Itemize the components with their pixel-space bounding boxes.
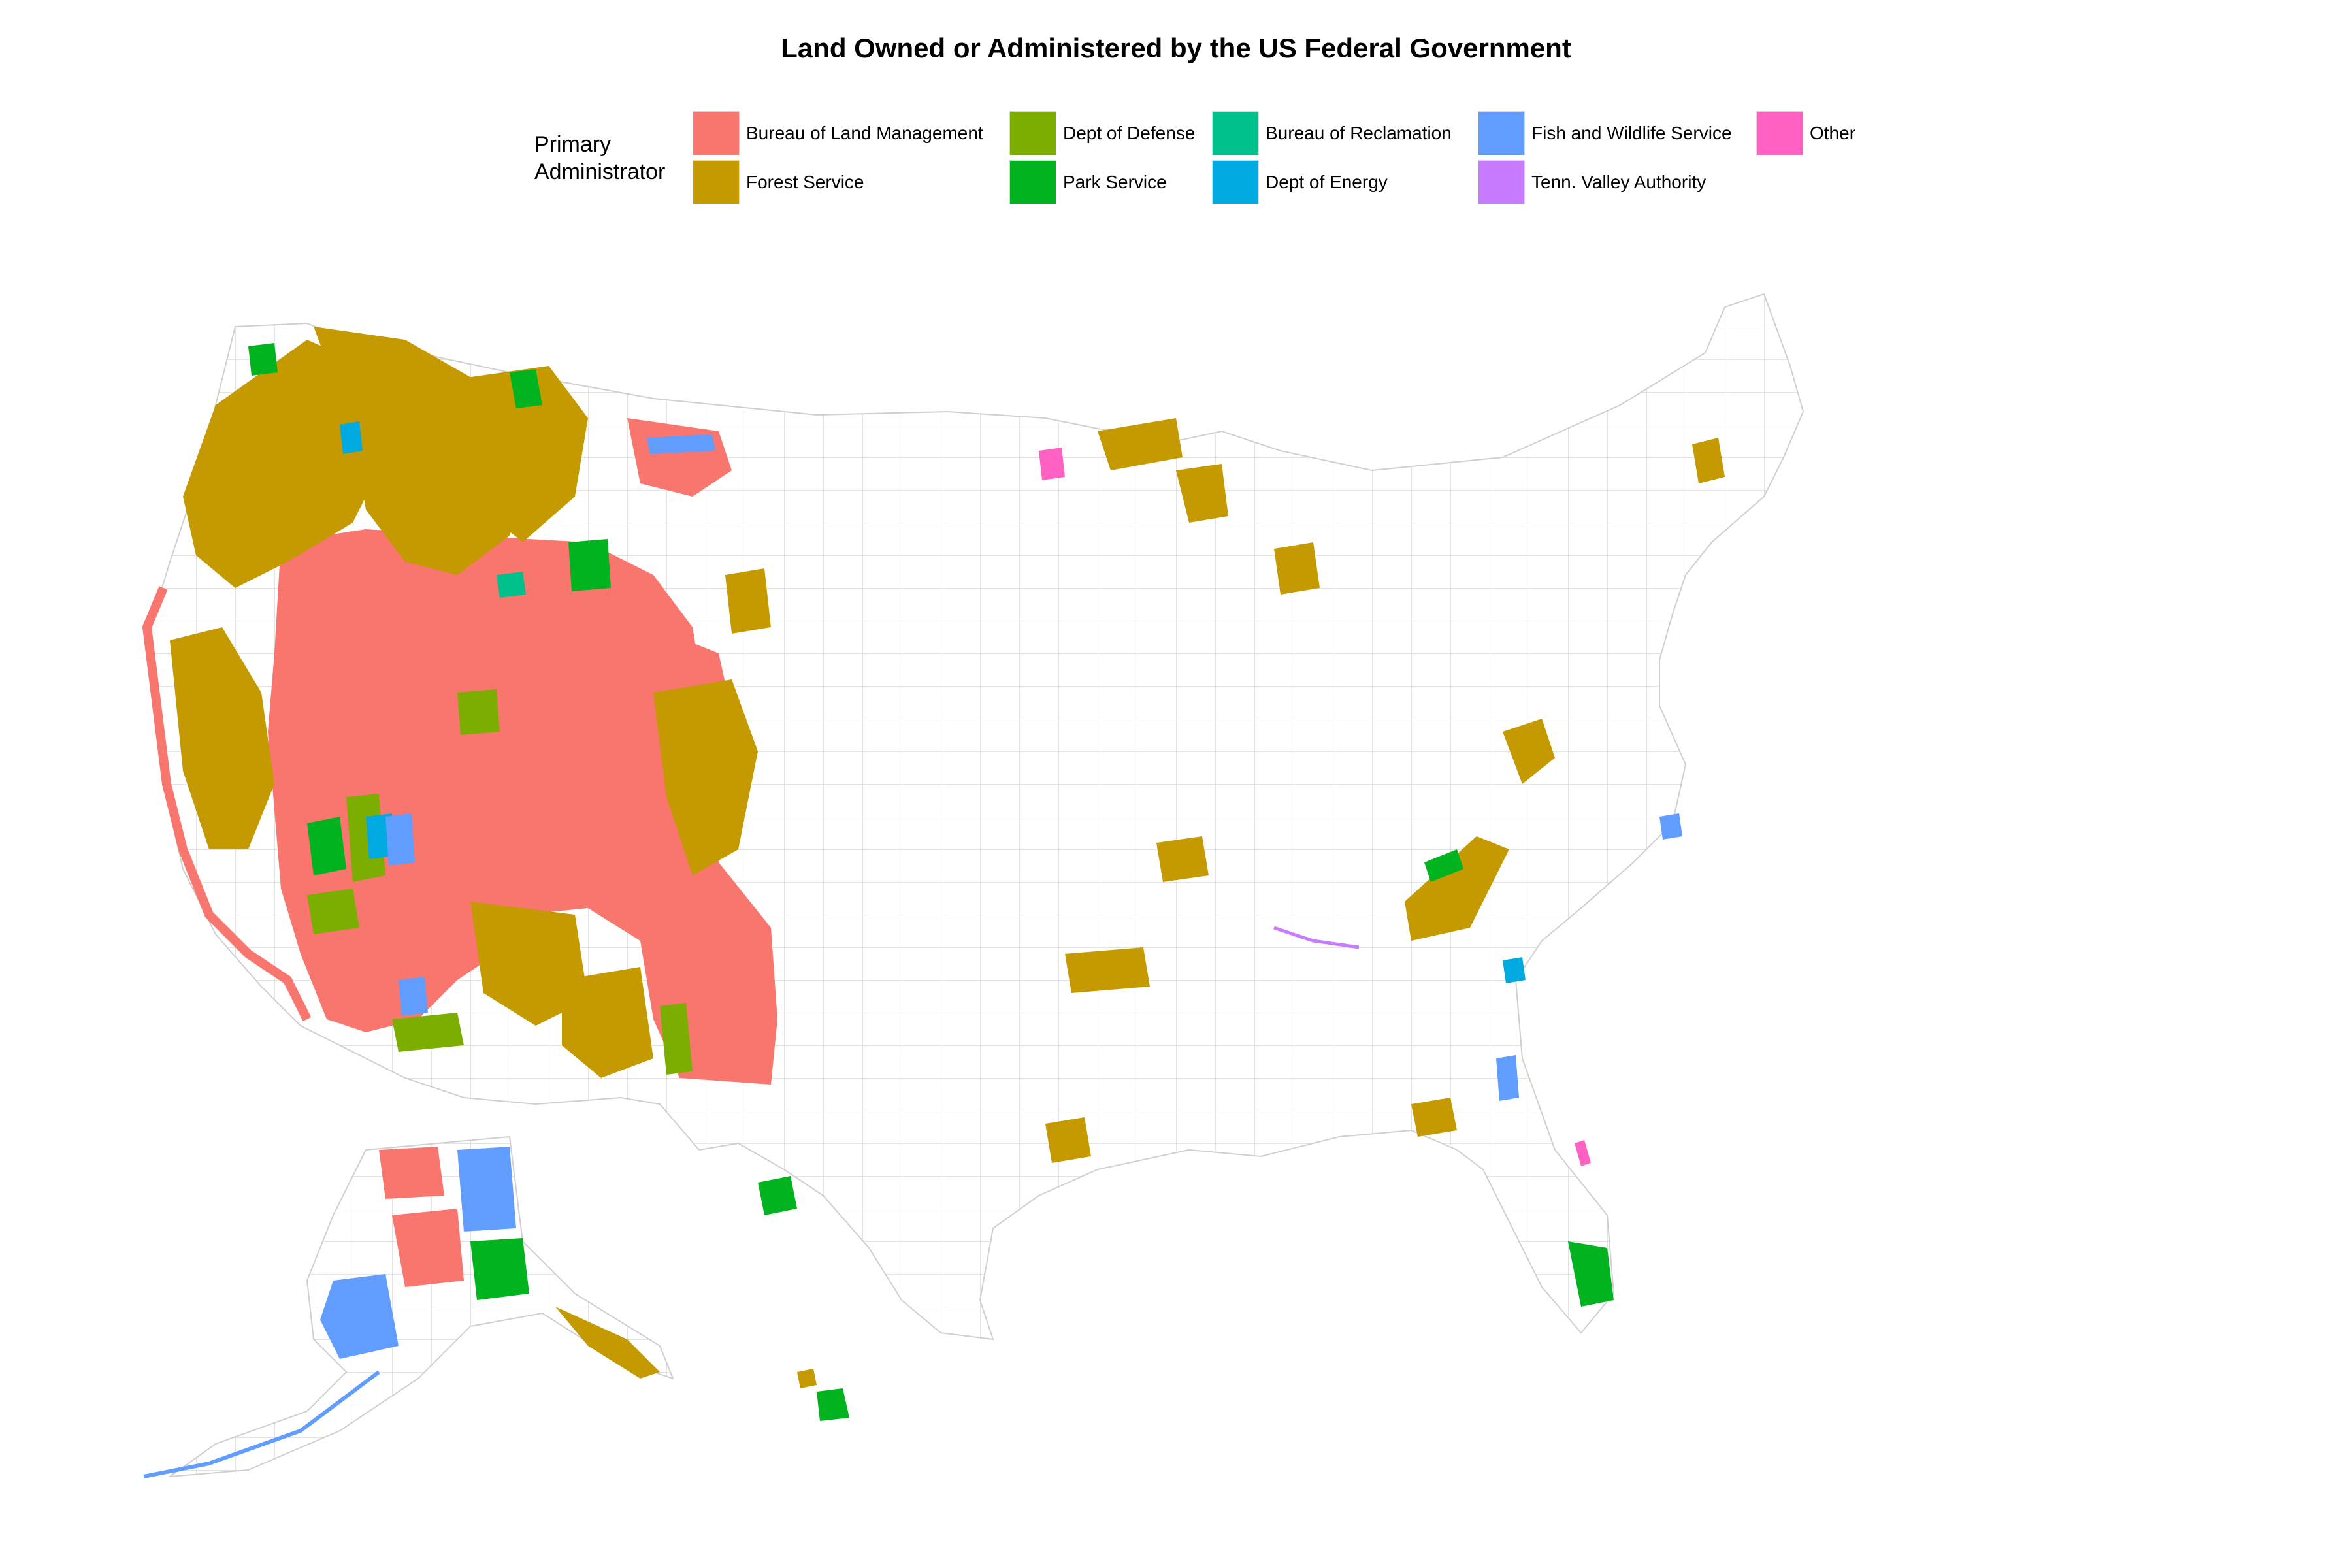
fws-montana (647, 434, 715, 454)
legend-item-dod: Dept of Defense (1009, 111, 1195, 155)
forest-service-wisconsin (1176, 464, 1228, 523)
forest-service-florida (1411, 1098, 1457, 1137)
park-service-big-bend (758, 1176, 797, 1215)
legend-item-park-service: Park Service (1009, 160, 1167, 204)
legend-label-dod: Dept of Defense (1063, 123, 1196, 143)
forest-service-ozarks (1065, 947, 1150, 993)
forest-service-michigan (1274, 542, 1320, 595)
hawaii-maui-forest (797, 1369, 817, 1388)
forest-service-new-mexico (562, 967, 653, 1078)
legend-label-forest-service: Forest Service (746, 172, 864, 192)
legend-swatch-blm (693, 111, 740, 155)
legend-title-line1: Primary (534, 132, 612, 157)
legend-item-forest-service: Forest Service (693, 160, 864, 204)
park-service-olympic (248, 343, 278, 376)
forest-service-louisiana (1045, 1117, 1091, 1163)
fws-nevada (385, 813, 415, 866)
park-service-yellowstone (568, 539, 611, 591)
forest-service-missouri (1156, 836, 1209, 882)
legend-swatch-park-service (1009, 160, 1056, 204)
legend-item-other: Other (1756, 111, 1855, 155)
legend-item-energy: Dept of Energy (1212, 160, 1388, 204)
defense-utah (457, 689, 500, 735)
forest-service-virginia (1503, 719, 1555, 784)
fws-north-carolina (1659, 813, 1682, 840)
legend-item-tva: Tenn. Valley Authority (1478, 160, 1706, 204)
defense-mojave (307, 889, 359, 934)
forest-service-sierra (170, 627, 274, 849)
legend-label-other: Other (1810, 123, 1856, 143)
legend-swatch-forest-service (693, 160, 740, 204)
legend-swatch-reclamation (1212, 111, 1259, 155)
forest-service-new-hampshire (1692, 438, 1725, 483)
legend-label-park-service: Park Service (1063, 172, 1167, 192)
legend-label-tva: Tenn. Valley Authority (1531, 172, 1707, 192)
hawaii-big-island-park (817, 1388, 849, 1421)
park-service-glacier (510, 369, 542, 408)
defense-arizona (392, 1013, 464, 1052)
alaska-park-service (470, 1238, 529, 1300)
alaska-aleutians-fws (143, 1370, 380, 1478)
other-minnesota (1039, 448, 1065, 480)
alaska-forest-tongass (555, 1307, 660, 1379)
alaska-inset (143, 1135, 674, 1478)
park-service-death-valley (307, 817, 346, 875)
alaska-fws-southwest (320, 1274, 399, 1359)
reclamation-lake-mead (497, 572, 526, 598)
legend-item-blm: Bureau of Land Management (693, 111, 983, 155)
other-florida (1575, 1140, 1591, 1166)
energy-savannah-river (1503, 957, 1526, 983)
legend-label-energy: Dept of Energy (1266, 172, 1388, 192)
forest-service-northwest (183, 340, 392, 588)
legend-swatch-other (1756, 111, 1803, 155)
energy-hanford (340, 421, 363, 454)
legend-swatch-energy (1212, 160, 1259, 204)
forest-service-minnesota (1098, 418, 1183, 470)
legend-title: Primary Administrator (534, 131, 665, 186)
alaska-fws-north (457, 1147, 516, 1232)
legend-title-line2: Administrator (534, 159, 666, 184)
forest-service-appalachia (1405, 836, 1509, 941)
legend-swatch-fws (1478, 111, 1525, 155)
tva-tennessee-river (1273, 926, 1360, 949)
fws-arizona (399, 977, 428, 1016)
legend-swatch-dod (1009, 111, 1056, 155)
legend-label-reclamation: Bureau of Reclamation (1266, 123, 1452, 143)
legend-label-blm: Bureau of Land Management (746, 123, 983, 143)
forest-service-colorado (653, 679, 758, 875)
forest-service-arizona (470, 902, 588, 1026)
legend-item-fws: Fish and Wildlife Service (1478, 111, 1732, 155)
legend-swatch-tva (1478, 160, 1525, 204)
blm-land-california-coast (142, 586, 312, 1022)
park-service-everglades (1568, 1241, 1614, 1307)
map-title: Land Owned or Administered by the US Fed… (781, 33, 1571, 63)
park-service-appalachian (1424, 849, 1463, 882)
alaska-blm-interior (392, 1209, 464, 1287)
fws-florida (1496, 1055, 1519, 1101)
hawaii-inset (797, 1369, 849, 1421)
defense-white-sands (660, 1003, 693, 1075)
legend-item-reclamation: Bureau of Reclamation (1212, 111, 1452, 155)
legend-label-fws: Fish and Wildlife Service (1531, 123, 1732, 143)
alaska-blm-north (379, 1147, 444, 1199)
forest-service-black-hills (725, 568, 771, 634)
alaska-outline (167, 1135, 674, 1478)
forest-service-rockies (457, 366, 588, 542)
